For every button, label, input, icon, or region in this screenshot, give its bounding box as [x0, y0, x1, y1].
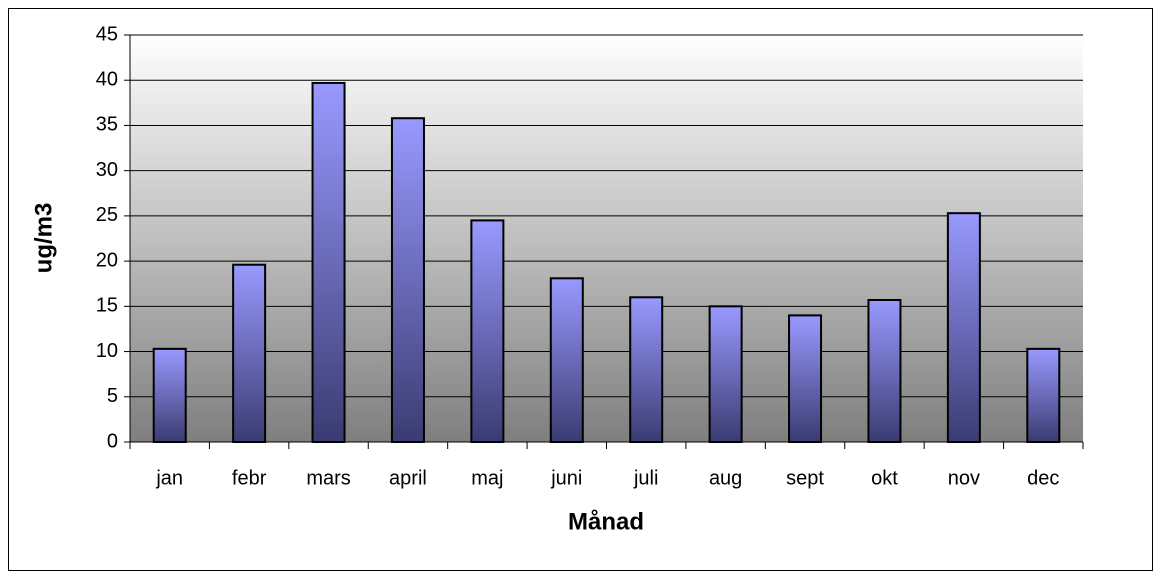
bar — [708, 305, 743, 444]
y-tick-label: 10 — [96, 340, 118, 362]
x-tick-label: juni — [550, 467, 582, 489]
x-axis-title: Månad — [568, 508, 644, 535]
bar — [788, 314, 823, 443]
bar — [152, 347, 187, 443]
x-tick-label: okt — [871, 467, 898, 489]
y-tick-label: 45 — [96, 23, 118, 45]
y-tick-label: 40 — [96, 69, 118, 91]
bar — [629, 296, 664, 443]
y-tick-label: 20 — [96, 249, 118, 271]
x-tick-label: juli — [633, 467, 658, 489]
y-tick-label: 35 — [96, 114, 118, 136]
x-tick-label: febr — [232, 467, 267, 489]
x-tick-label: sept — [786, 467, 824, 489]
x-tick-label: nov — [948, 467, 980, 489]
y-axis-title: ug/m3 — [30, 203, 57, 274]
x-tick-label: mars — [306, 467, 350, 489]
y-tick-label: 15 — [96, 295, 118, 317]
bar — [390, 117, 425, 443]
bar — [867, 299, 902, 443]
x-tick-label: jan — [155, 467, 183, 489]
bar — [946, 212, 981, 443]
bar — [1026, 347, 1061, 443]
x-tick-label: maj — [471, 467, 503, 489]
plot-area — [130, 35, 1083, 442]
x-tick-label: aug — [709, 467, 742, 489]
y-tick-label: 0 — [107, 430, 118, 452]
bar — [470, 219, 505, 443]
bar — [311, 81, 346, 444]
bar — [549, 277, 584, 443]
bar — [232, 263, 267, 443]
y-tick-label: 30 — [96, 159, 118, 181]
y-tick-label: 5 — [107, 385, 118, 407]
y-tick-label: 25 — [96, 204, 118, 226]
x-tick-label: april — [389, 467, 427, 489]
x-tick-label: dec — [1027, 467, 1059, 489]
